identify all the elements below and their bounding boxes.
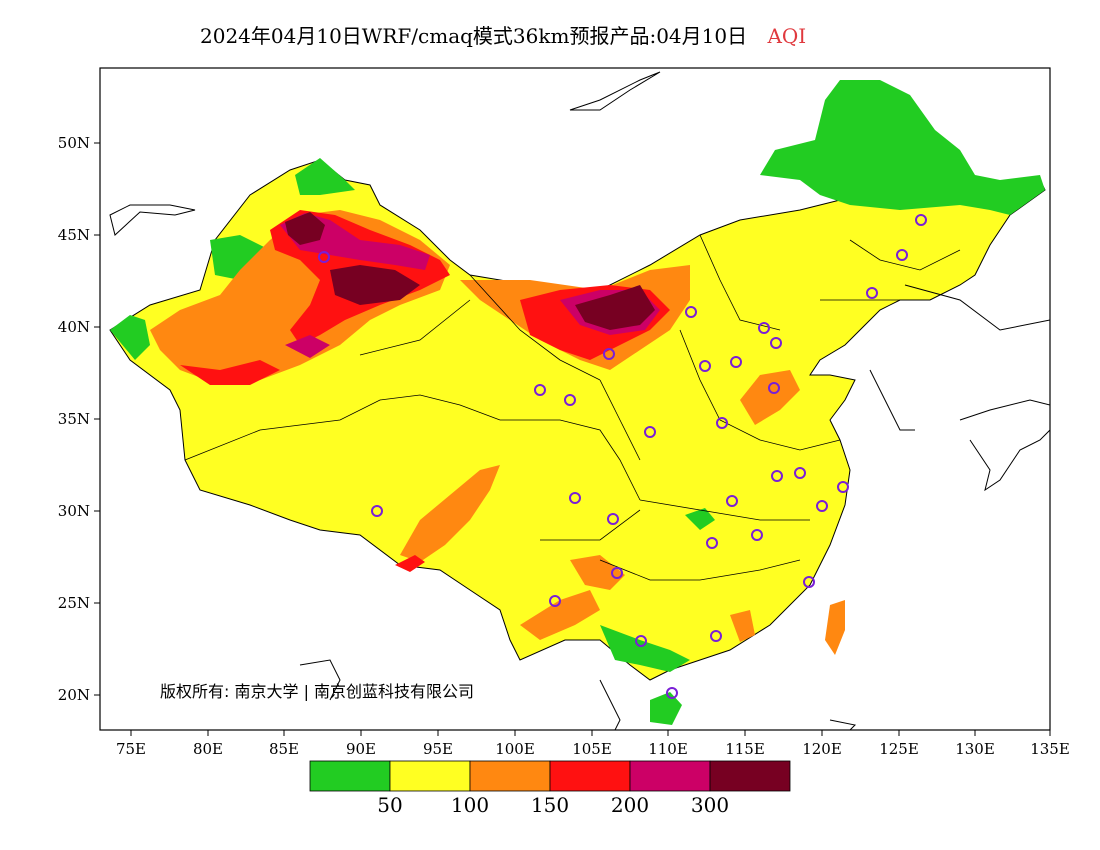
x-tick-label: 85E [269, 740, 299, 758]
y-axis-labels: 20N 25N 30N 35N 40N 45N 50N [58, 134, 90, 704]
map-title: 2024年04月10日WRF/cmaq模式36km预报产品:04月10日 AQI [200, 20, 806, 49]
aqi-region-green-west-tip [110, 315, 150, 360]
aqi-region-red-xinjiang-south [180, 360, 280, 385]
aqi-region-orange-tibet [400, 465, 500, 562]
color-bar-swatch [709, 760, 791, 792]
color-bar-swatch [389, 760, 471, 792]
x-tick-label: 115E [725, 740, 765, 758]
aqi-region-orange-sichuan [570, 555, 625, 590]
color-bar-label: 100 [451, 793, 489, 817]
aqi-region-orange-fujian [730, 610, 755, 642]
x-tick-label: 105E [572, 740, 612, 758]
color-bar-swatch [549, 760, 631, 792]
y-tick-label: 25N [58, 594, 90, 612]
y-tick-label: 45N [58, 226, 90, 244]
x-axis-labels: 75E 80E 85E 90E 95E 100E 105E 110E 115E … [116, 740, 1070, 758]
aqi-region-green-xinjiang-north [295, 158, 355, 195]
x-tick-label: 80E [193, 740, 223, 758]
color-bar-label: 200 [611, 793, 649, 817]
x-tick-label: 135E [1030, 740, 1070, 758]
color-bar-swatch [469, 760, 551, 792]
color-bar-swatch [309, 760, 391, 792]
color-bar [309, 760, 791, 792]
title-variable: AQI [767, 24, 807, 48]
color-bar-labels: 50 100 150 200 300 [377, 793, 729, 817]
city-markers [318, 214, 927, 699]
x-tick-label: 95E [423, 740, 453, 758]
aqi-region-green-central [685, 508, 715, 530]
aqi-region-maroon-innermongolia [575, 285, 655, 330]
x-tick-label: 100E [495, 740, 535, 758]
color-bar-label: 300 [691, 793, 729, 817]
y-tick-label: 40N [58, 318, 90, 336]
aqi-region-orange-yunnan [520, 590, 600, 640]
map-area [100, 68, 1050, 730]
y-ticks [94, 142, 100, 696]
aqi-region-magenta-xinjiang-mid [285, 335, 330, 358]
x-tick-label: 75E [116, 740, 146, 758]
color-bar-swatch [629, 760, 711, 792]
y-tick-label: 50N [58, 134, 90, 152]
x-tick-label: 120E [802, 740, 842, 758]
x-tick-label: 125E [879, 740, 919, 758]
aqi-region-green-hainan [650, 692, 682, 725]
title-main: 2024年04月10日WRF/cmaq模式36km预报产品:04月10日 [200, 24, 748, 48]
aqi-region-red-tibet [395, 555, 425, 572]
x-ticks [130, 730, 1051, 736]
y-tick-label: 35N [58, 410, 90, 428]
aqi-region-orange-shandong [740, 370, 800, 425]
color-bar-label: 150 [531, 793, 569, 817]
x-tick-label: 90E [346, 740, 376, 758]
aqi-region-maroon-xinjiang-1 [285, 212, 325, 245]
aqi-region-orange-taiwan [825, 600, 845, 655]
province-boundaries [184, 234, 961, 581]
y-tick-label: 30N [58, 502, 90, 520]
x-tick-label: 110E [648, 740, 688, 758]
y-tick-label: 20N [58, 686, 90, 704]
x-tick-label: 130E [955, 740, 995, 758]
aqi-region-green-south [600, 625, 690, 672]
map-frame [99, 67, 1051, 731]
neighbour-coastlines [109, 71, 1050, 730]
color-bar-label: 50 [377, 793, 402, 817]
aqi-region-maroon-xinjiang-2 [330, 265, 420, 305]
aqi-region-green-northeast [760, 80, 1045, 215]
copyright-text: 版权所有: 南京大学 | 南京创蓝科技有限公司 [160, 682, 474, 701]
